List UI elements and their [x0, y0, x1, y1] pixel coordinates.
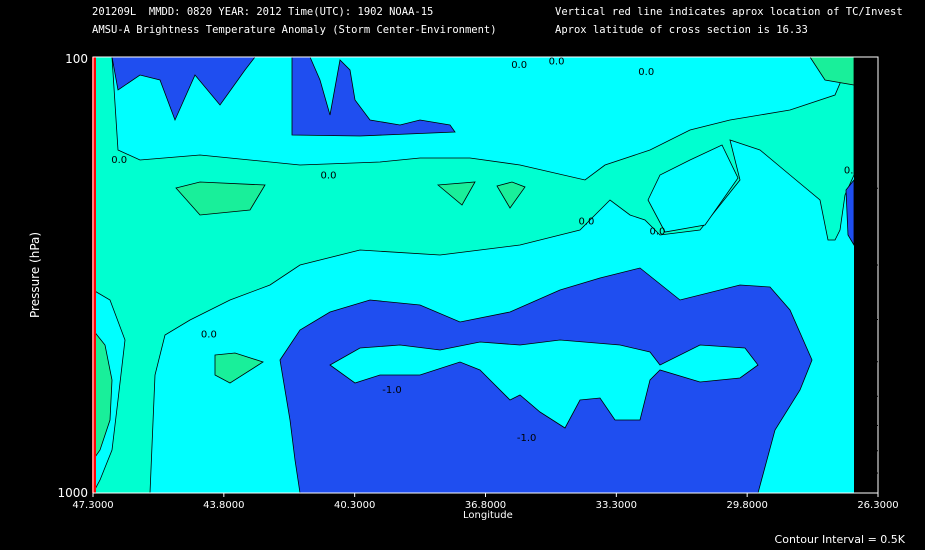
contour-label: -1.0 — [382, 385, 402, 396]
field-blue-top-mid — [291, 56, 456, 137]
field-green-pocket-2 — [436, 181, 476, 206]
x-tick-label: 43.8000 — [203, 500, 244, 511]
storm-center-marker — [92, 57, 96, 493]
contour-label: 0.0 — [844, 165, 860, 176]
y-axis-ticks — [872, 187, 878, 474]
contour-label: 0.0 — [649, 226, 665, 237]
x-tick-label: 47.3000 — [72, 500, 113, 511]
field-cyan-island-right — [647, 144, 739, 233]
header-line-2: AMSU-A Brightness Temperature Anomaly (S… — [92, 24, 497, 36]
contour-interval-note: Contour Interval = 0.5K — [774, 533, 905, 546]
header-line-4: Aprox latitude of cross section is 16.33 — [555, 24, 808, 36]
contour-labels: 0.0 0.0 0.0 0.0 0.0 0.0 0.0 0.0 0.0 -1.0 -1.0 — [111, 56, 860, 444]
y-axis-top-label: 100 — [65, 52, 88, 66]
contour-label: 0.0 — [549, 56, 565, 67]
x-axis-title: Longitude — [463, 510, 513, 521]
header-line-3: Vertical red line indicates aprox locati… — [555, 6, 903, 18]
y-axis-title: Pressure (hPa) — [28, 231, 42, 318]
x-tick-label: 29.8000 — [726, 500, 767, 511]
field-green-pocket-3 — [496, 181, 526, 209]
x-axis-ticks: 47.3000 43.8000 40.3000 36.8000 33.3000 29.80… — [72, 493, 899, 511]
x-tick-label: 40.3000 — [334, 500, 375, 511]
field-green-pocket-1 — [175, 181, 266, 216]
contour-label: 0.0 — [321, 171, 337, 182]
contour-label: 0.0 — [511, 60, 527, 71]
field-aquamarine-band — [92, 56, 855, 494]
contour-fills — [92, 56, 855, 494]
field-green-pocket-4 — [214, 352, 264, 384]
field-blue-top-left — [111, 56, 256, 122]
x-tick-label: 33.3000 — [596, 500, 637, 511]
x-tick-label: 36.8000 — [465, 500, 506, 511]
field-cyan-hole — [329, 339, 759, 429]
y-axis-bottom-label: 1000 — [57, 486, 88, 500]
contour-label: 0.0 — [201, 330, 217, 341]
header-line-1: 201209L MMDD: 0820 YEAR: 2012 Time(UTC):… — [92, 6, 434, 18]
contour-label: -1.0 — [517, 433, 537, 444]
field-blue-right-edge — [845, 178, 855, 247]
contour-label: 0.0 — [578, 216, 594, 227]
contour-label: 0.0 — [111, 155, 127, 166]
contour-label: 0.0 — [638, 67, 654, 78]
x-tick-label: 26.3000 — [857, 500, 898, 511]
